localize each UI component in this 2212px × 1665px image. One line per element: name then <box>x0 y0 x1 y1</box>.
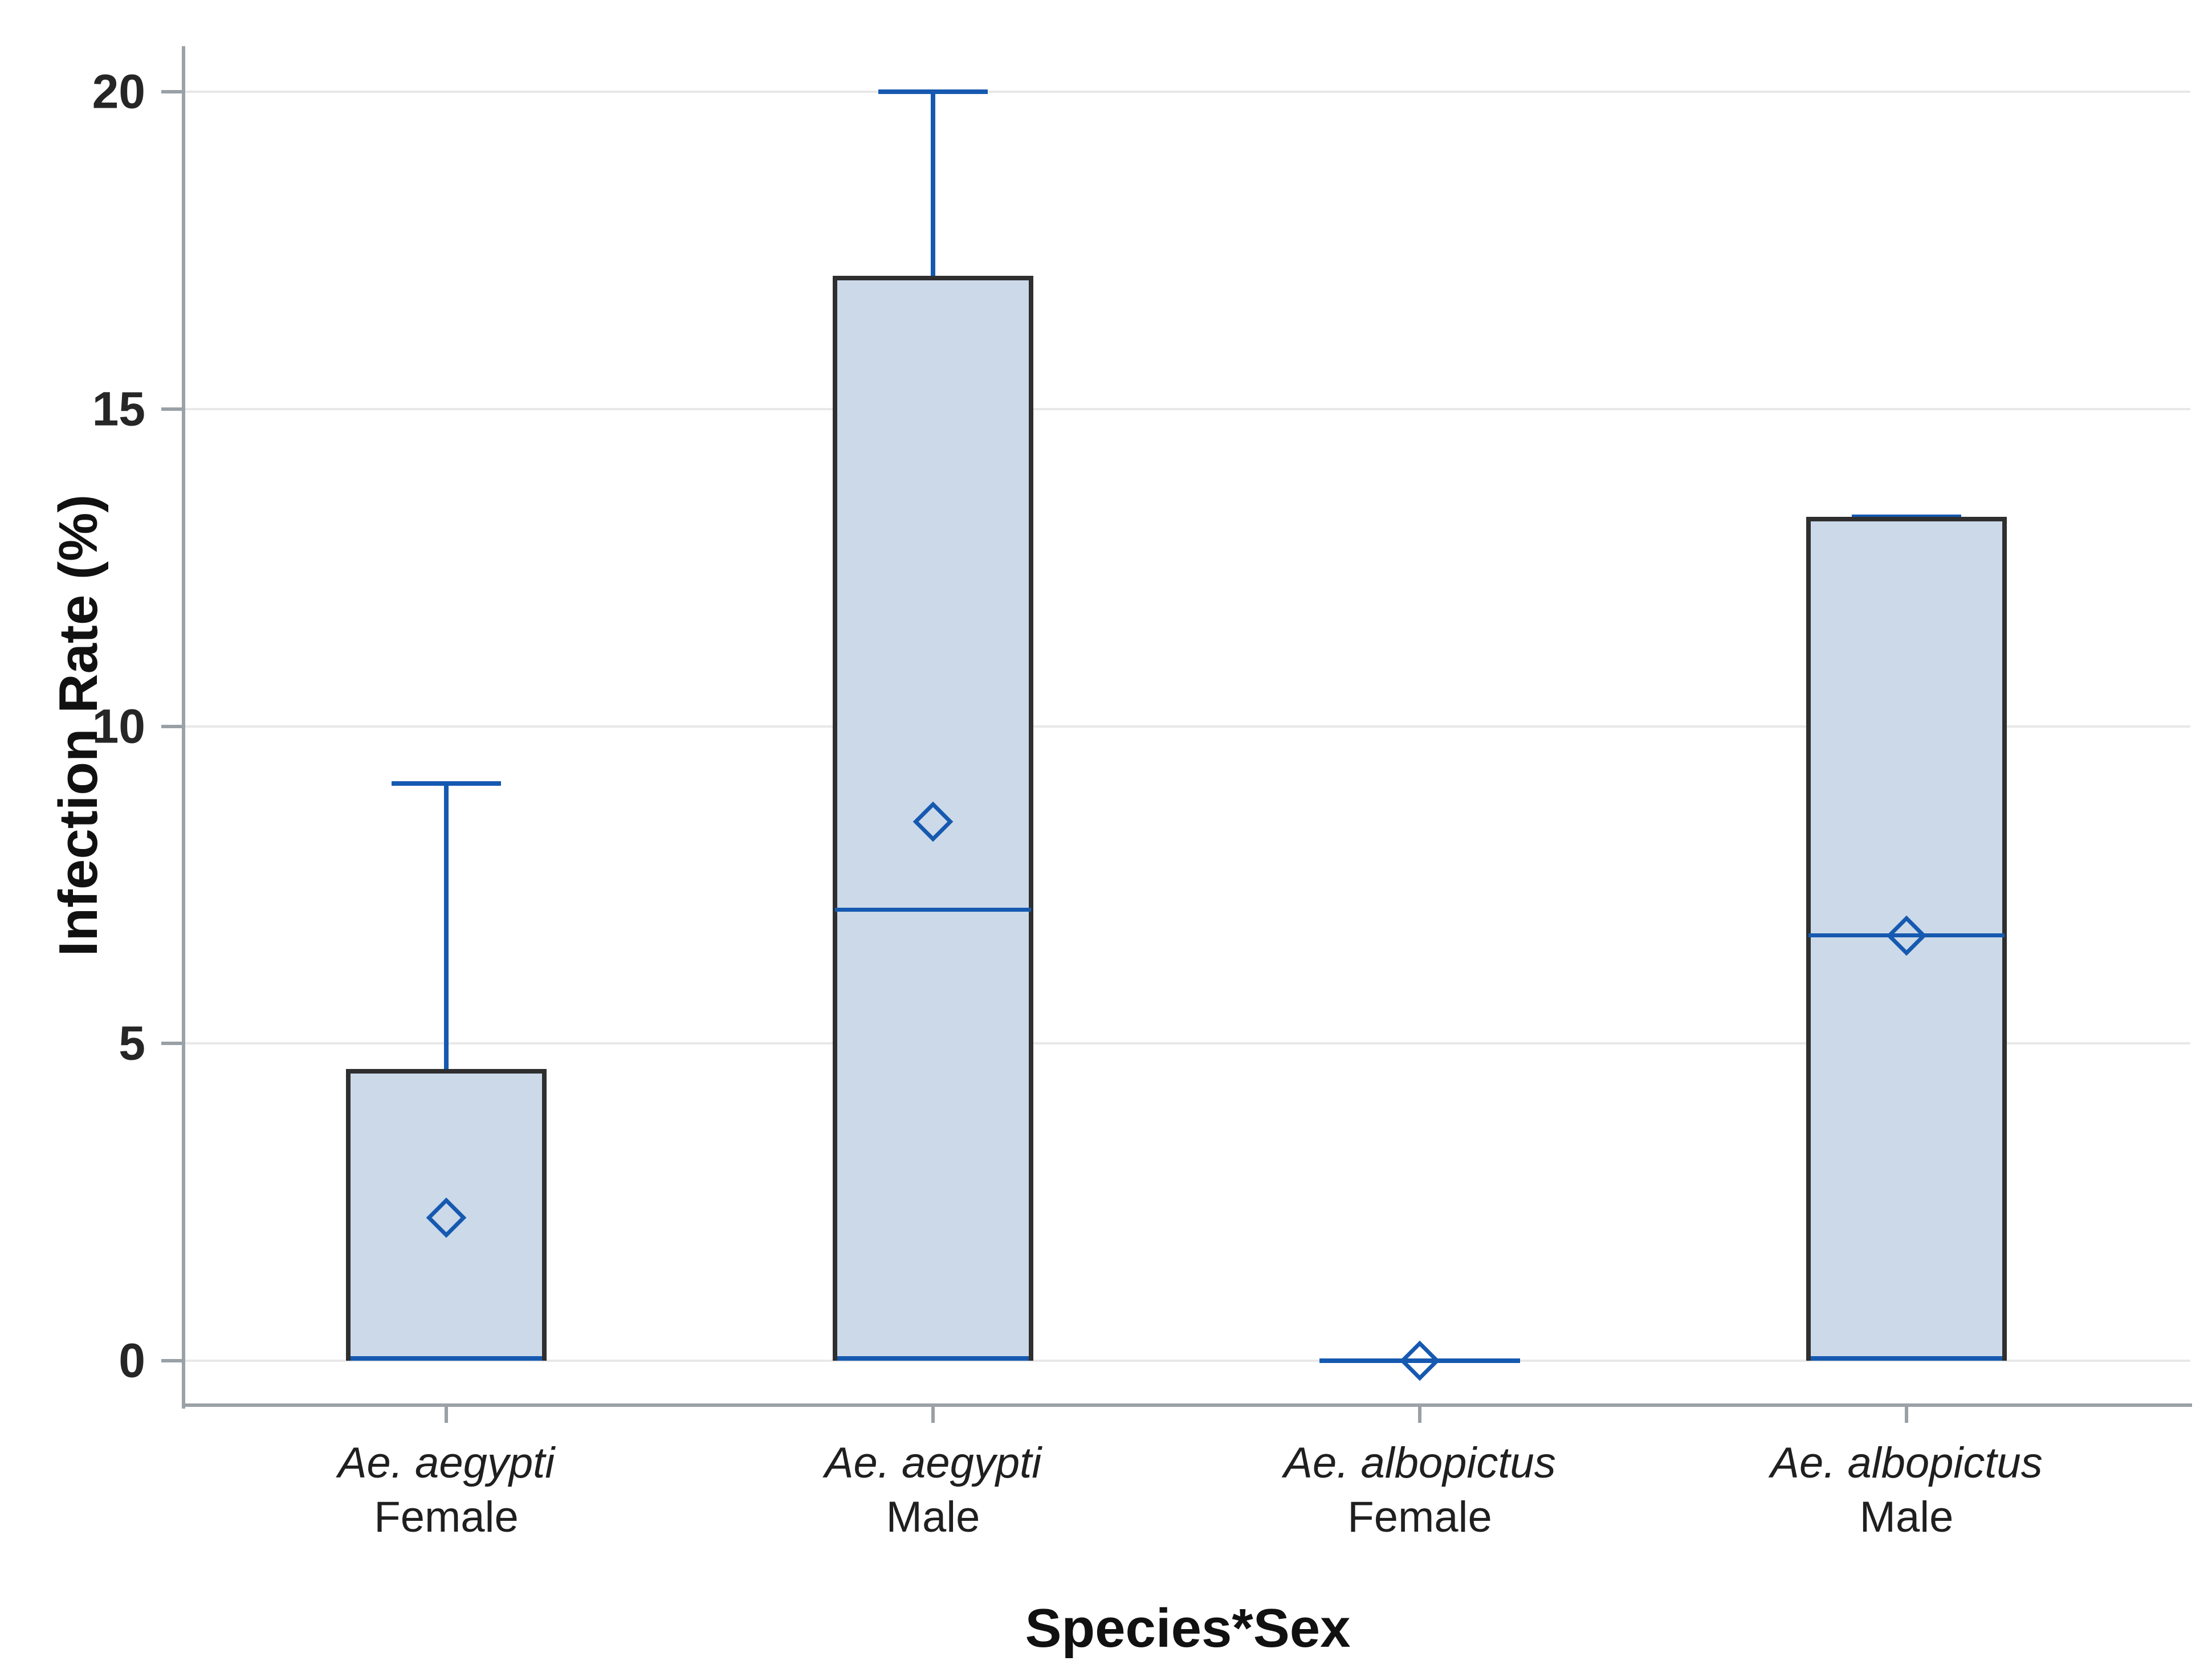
y-tick-mark <box>161 724 184 728</box>
x-category-label: Ae. albopictus Male <box>1770 1436 2042 1544</box>
y-tick-label: 15 <box>92 382 145 436</box>
y-tick-mark <box>161 1042 184 1046</box>
x-axis-line <box>182 1403 2192 1407</box>
median-line <box>835 908 1031 912</box>
y-gridline <box>185 725 2190 728</box>
x-category-sex-label: Male <box>886 1493 980 1541</box>
x-category-species-label: Ae. albopictus <box>1770 1439 2043 1487</box>
y-axis-line <box>182 46 185 1409</box>
x-category-sex-label: Female <box>374 1493 519 1541</box>
x-category-species-label: Ae. albopictus <box>1284 1439 1556 1487</box>
y-tick-label: 20 <box>92 64 145 119</box>
x-axis-title: Species*Sex <box>1025 1598 1351 1659</box>
x-category-label: Ae. aegypti Female <box>338 1436 555 1544</box>
x-category-species-label: Ae. aegypti <box>337 1439 555 1487</box>
y-gridline <box>185 407 2190 410</box>
whisker-cap <box>878 89 988 94</box>
box-bottom-line <box>351 1356 542 1361</box>
y-tick-mark <box>161 90 184 93</box>
box-iqr <box>1806 517 2007 1361</box>
y-gridline <box>185 1042 2190 1045</box>
y-tick-label: 0 <box>119 1333 145 1388</box>
y-axis-title: Infection Rate (%) <box>48 494 109 957</box>
x-tick-mark <box>1905 1407 1908 1423</box>
y-tick-mark <box>161 407 184 411</box>
x-tick-mark <box>1418 1407 1421 1423</box>
box-bottom-line <box>1811 1356 2002 1361</box>
box-iqr <box>346 1068 547 1361</box>
median-line <box>1808 933 2005 937</box>
x-category-label: Ae. albopictus Female <box>1284 1436 1555 1544</box>
y-tick-mark <box>161 1359 184 1362</box>
y-gridline <box>185 1360 2190 1362</box>
whisker-stem <box>931 92 935 276</box>
x-tick-mark <box>931 1407 935 1423</box>
box-iqr <box>833 275 1033 1361</box>
y-tick-label: 5 <box>119 1016 145 1070</box>
mean-diamond-marker <box>1399 1340 1440 1381</box>
x-category-species-label: Ae. aegypti <box>824 1439 1042 1487</box>
whisker-stem <box>444 783 449 1069</box>
y-gridline <box>185 91 2190 93</box>
median-line <box>1319 1358 1520 1363</box>
x-category-label: Ae. aegypti Male <box>825 1436 1041 1544</box>
y-tick-label: 10 <box>92 699 145 753</box>
box-bottom-line <box>837 1356 1029 1361</box>
x-category-sex-label: Female <box>1347 1493 1492 1541</box>
whisker-cap <box>392 781 501 786</box>
x-category-sex-label: Male <box>1859 1493 1954 1541</box>
x-tick-mark <box>445 1407 448 1423</box>
